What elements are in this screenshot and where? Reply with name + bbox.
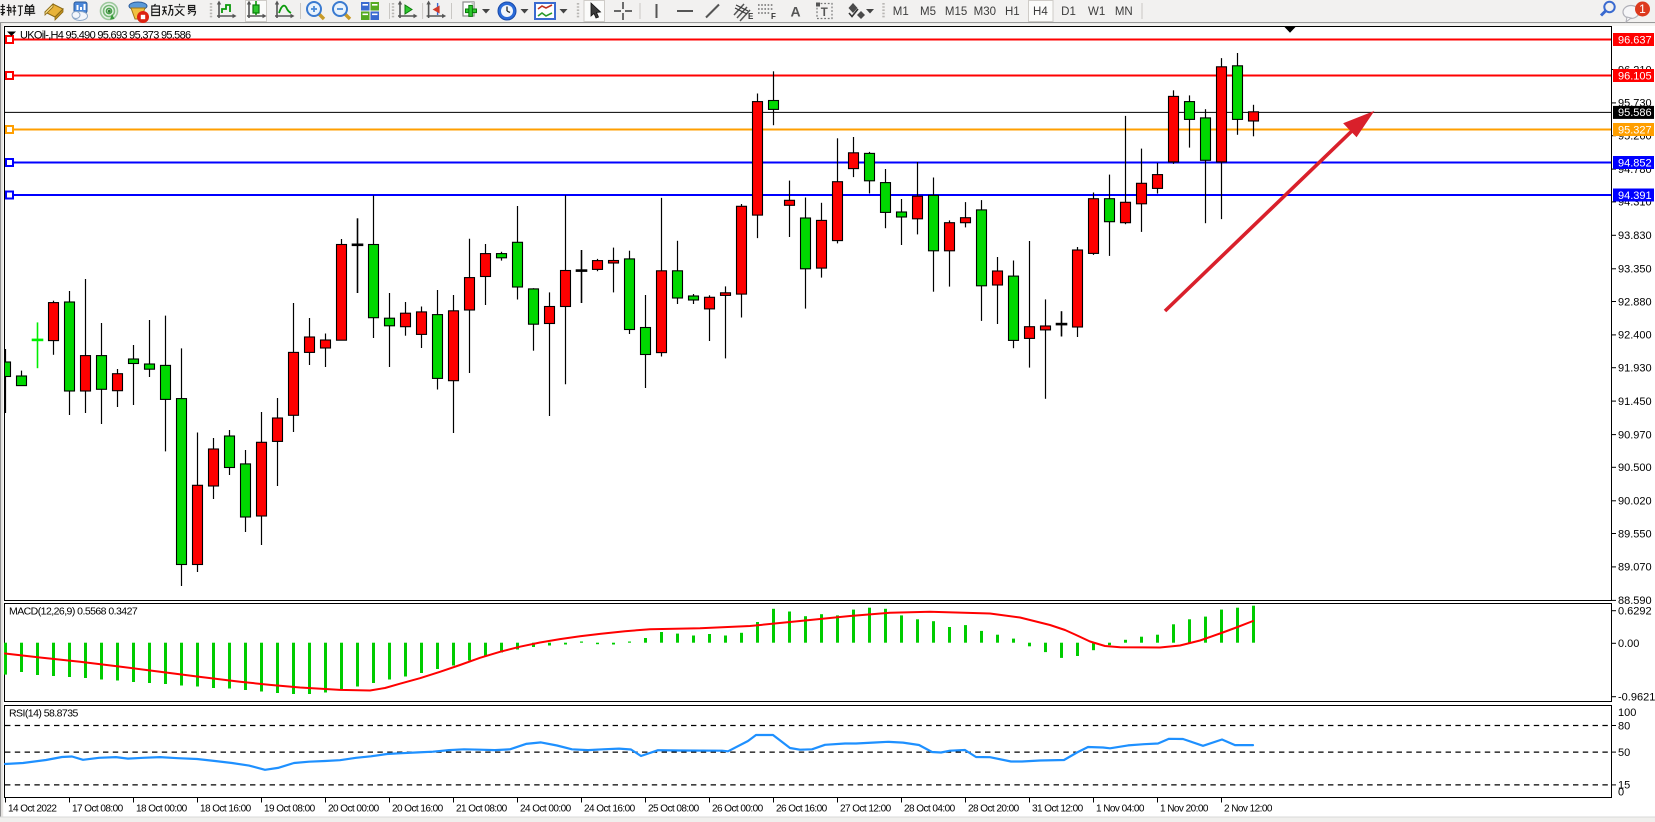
svg-text:28 Oct 20:00: 28 Oct 20:00 [968,804,1020,815]
svg-text:25 Oct 08:00: 25 Oct 08:00 [648,804,700,815]
svg-text:0: 0 [1618,787,1624,799]
svg-text:0.00: 0.00 [1618,638,1639,650]
svg-text:14 Oct 2022: 14 Oct 2022 [8,804,57,815]
svg-text:15: 15 [1618,780,1630,792]
svg-text:T: T [821,7,828,19]
svg-text:M1: M1 [893,6,909,18]
svg-text:96.637: 96.637 [1618,34,1652,46]
svg-text:90.020: 90.020 [1618,496,1652,508]
svg-text:H4: H4 [1033,6,1048,18]
svg-text:28 Oct 04:00: 28 Oct 04:00 [904,804,956,815]
svg-text:88.590: 88.590 [1618,595,1652,607]
svg-text:E: E [748,12,754,21]
svg-text:D1: D1 [1061,6,1076,18]
svg-text:F: F [771,12,776,21]
svg-text:1: 1 [1639,2,1646,16]
svg-text:M15: M15 [945,6,967,18]
svg-text:96.105: 96.105 [1618,70,1652,82]
svg-text:20 Oct 16:00: 20 Oct 16:00 [392,804,444,815]
svg-text:93.830: 93.830 [1618,230,1652,242]
svg-text:95.327: 95.327 [1618,124,1652,136]
svg-text:95.586: 95.586 [1618,107,1652,119]
svg-text:M5: M5 [920,6,936,18]
svg-text:A: A [791,4,801,20]
svg-text:91.930: 91.930 [1618,363,1652,375]
svg-text:21 Oct 08:00: 21 Oct 08:00 [456,804,508,815]
svg-text:RSI(14) 58.8735: RSI(14) 58.8735 [9,708,79,720]
svg-text:MN: MN [1115,6,1133,18]
svg-text:1 Nov 20:00: 1 Nov 20:00 [1160,804,1209,815]
svg-text:MACD(12,26,9) 0.5568 0.3427: MACD(12,26,9) 0.5568 0.3427 [9,606,138,618]
svg-text:18 Oct 00:00: 18 Oct 00:00 [136,804,188,815]
svg-text:89.070: 89.070 [1618,562,1652,574]
svg-text:31 Oct 12:00: 31 Oct 12:00 [1032,804,1084,815]
svg-text:H1: H1 [1005,6,1020,18]
svg-text:100: 100 [1618,707,1636,719]
svg-text:90.500: 90.500 [1618,462,1652,474]
svg-text:1 Nov 04:00: 1 Nov 04:00 [1096,804,1145,815]
svg-text:90.970: 90.970 [1618,429,1652,441]
svg-text:20 Oct 00:00: 20 Oct 00:00 [328,804,380,815]
svg-text:94.391: 94.391 [1618,190,1652,202]
svg-text:50: 50 [1618,747,1630,759]
svg-text:19 Oct 08:00: 19 Oct 08:00 [264,804,316,815]
svg-text:UKOil-,H4 95.490 95.693 95.37: UKOil-,H4 95.490 95.693 95.373 95.586 [20,30,191,42]
svg-text:26 Oct 16:00: 26 Oct 16:00 [776,804,828,815]
svg-text:0.6292: 0.6292 [1618,606,1652,618]
svg-text:24 Oct 16:00: 24 Oct 16:00 [584,804,636,815]
svg-text:80: 80 [1618,720,1630,732]
svg-text:89.550: 89.550 [1618,528,1652,540]
svg-text:M30: M30 [974,6,996,18]
svg-text:24 Oct 00:00: 24 Oct 00:00 [520,804,572,815]
svg-text:2 Nov 12:00: 2 Nov 12:00 [1224,804,1273,815]
svg-text:94.852: 94.852 [1618,157,1652,169]
svg-text:91.450: 91.450 [1618,396,1652,408]
svg-text:-0.9621: -0.9621 [1618,692,1655,704]
svg-text:93.350: 93.350 [1618,264,1652,276]
svg-text:18 Oct 16:00: 18 Oct 16:00 [200,804,252,815]
svg-text:W1: W1 [1088,6,1105,18]
svg-text:92.880: 92.880 [1618,296,1652,308]
svg-text:27 Oct 12:00: 27 Oct 12:00 [840,804,892,815]
svg-text:92.400: 92.400 [1618,330,1652,342]
svg-text:26 Oct 00:00: 26 Oct 00:00 [712,804,764,815]
svg-text:17 Oct 08:00: 17 Oct 08:00 [72,804,124,815]
